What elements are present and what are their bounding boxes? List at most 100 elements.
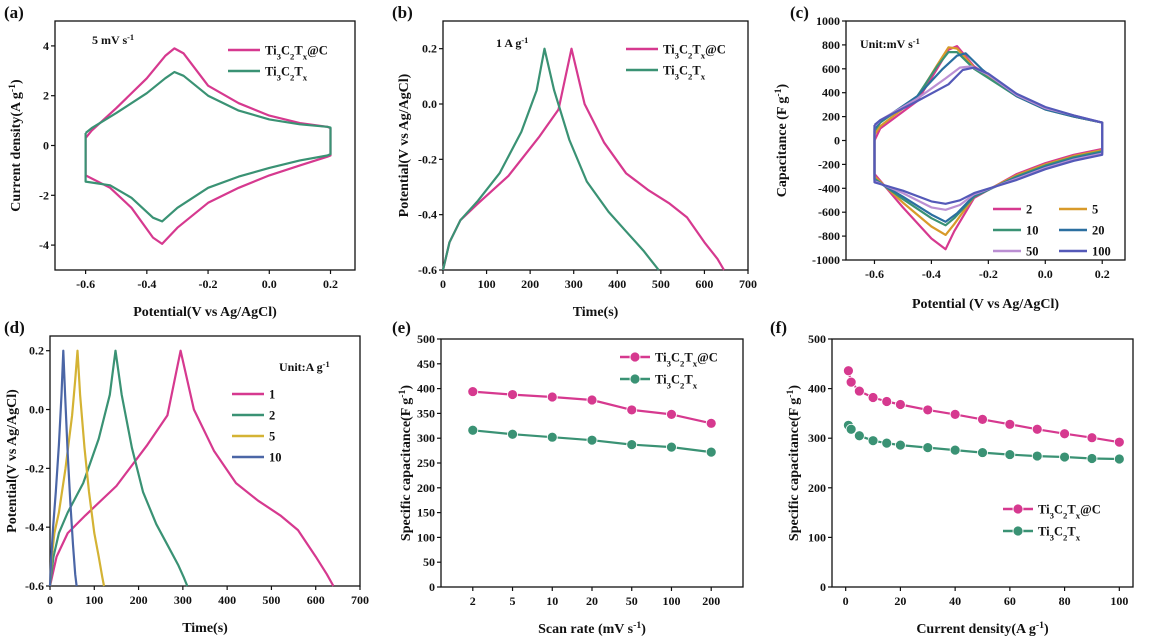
y-axis-label: Current density(A g-1)	[7, 79, 25, 212]
legend-part: T	[294, 65, 303, 79]
legend-label: 5	[269, 430, 275, 444]
y-tick-label: 100	[808, 530, 826, 544]
legend-part: x	[693, 359, 698, 369]
legend-part: x	[303, 73, 308, 83]
unit-exponent: -1	[1036, 620, 1044, 631]
y-tick-label: 250	[417, 456, 435, 470]
panel-b: 0 100 200 300 400 500 600 700 -0.6 -0.4 -0.2 0.0 0.2…	[392, 3, 757, 320]
text-main: Current density(A g	[916, 622, 1036, 637]
legend-label: 5	[1092, 203, 1098, 217]
data-point	[949, 408, 961, 420]
panel-label: (d)	[4, 318, 25, 337]
series-line	[48, 349, 189, 587]
x-tick-label: 20	[894, 594, 906, 608]
legend-part: 2	[688, 51, 692, 61]
x-tick-label: 500	[652, 277, 670, 291]
x-axis-label: Time(s)	[182, 621, 228, 636]
x-axis-label: Potential (V vs Ag/AgCl)	[912, 297, 1059, 312]
legend-label: Ti3C2Tx	[1038, 525, 1081, 543]
x-tick-label: 100	[1110, 594, 1128, 608]
text-close: )	[399, 385, 414, 390]
legend-part: x	[303, 52, 308, 62]
plot-frame	[831, 338, 1134, 588]
text-main: Unit:mV s	[860, 37, 913, 51]
panel-f: 0 20 40 60 80 100 0 100 200 300 400 500 Current dens…	[770, 318, 1134, 638]
legend-part: Ti	[655, 351, 667, 365]
x-tick-label: 200	[521, 277, 539, 291]
legend-part: T	[1067, 503, 1076, 517]
legend-label: 100	[1092, 245, 1111, 259]
x-tick-label: 200	[702, 594, 720, 608]
data-point	[1031, 450, 1043, 462]
x-tick-label: 300	[565, 277, 583, 291]
text-close: )	[1044, 622, 1049, 637]
panel-annotation: 5 mV s-1	[92, 33, 134, 48]
panel-e: 2 5 10 20 50 100 200 0 50 100 150 200 250 300 350 400 45…	[392, 318, 744, 637]
data-point	[1059, 428, 1070, 440]
y-tick-label: 450	[417, 357, 435, 371]
y-tick-label: 2	[43, 89, 49, 103]
data-point	[507, 389, 518, 400]
y-tick-label: 200	[417, 481, 435, 495]
panel-label: (b)	[392, 3, 413, 22]
y-tick-label: -0.6	[418, 263, 437, 277]
legend-label: 2	[1026, 203, 1032, 217]
y-tick-label: 300	[417, 431, 435, 445]
y-tick-label: 0	[43, 139, 49, 153]
text-main: 5 mV s	[92, 33, 127, 47]
text-main: Capacitance (F g	[775, 97, 790, 198]
data-point	[467, 424, 479, 436]
panel-c: -0.6 -0.4 -0.2 0.0 0.2 -1000 -800 -600 -400 -200 0…	[773, 3, 1126, 312]
legend-label: Ti3C2Tx@C	[663, 43, 726, 61]
x-tick-label: 20	[586, 594, 598, 608]
legend-part: C	[671, 351, 680, 365]
x-tick-label: 0.0	[1038, 267, 1053, 281]
y-tick-label: -0.2	[25, 461, 44, 475]
x-tick-label: -0.4	[137, 277, 156, 291]
legend-label: 1	[269, 388, 275, 402]
x-tick-label: -0.2	[199, 277, 218, 291]
x-tick-label: 10	[546, 594, 558, 608]
text-main: Specific capacitance(F g	[787, 398, 802, 541]
data-point	[546, 391, 558, 403]
series-line	[441, 47, 660, 271]
panel-label: (c)	[790, 3, 809, 22]
legend-part: @C	[307, 44, 328, 58]
x-tick-label: 60	[1004, 594, 1016, 608]
text-close: )	[787, 385, 802, 390]
text-close: )	[775, 83, 790, 88]
data-point	[845, 423, 857, 435]
data-point	[705, 446, 717, 458]
y-axis-label: Specific capacitance(F g-1)	[397, 385, 415, 542]
data-point	[1059, 451, 1070, 463]
data-point	[1031, 423, 1043, 435]
legend-label: 50	[1026, 245, 1039, 259]
data-point	[895, 439, 906, 451]
series-line	[873, 66, 1104, 205]
legend-label: Ti3C2Tx	[265, 65, 308, 83]
y-tick-label: 100	[417, 530, 435, 544]
panel-annotation: 1 A g-1	[496, 36, 528, 51]
y-tick-label: 500	[417, 332, 435, 346]
legend-part: T	[1067, 525, 1076, 539]
legend-part: C	[281, 44, 290, 58]
legend-part: 3	[667, 359, 672, 369]
x-tick-label: 300	[174, 593, 192, 607]
y-axis-label: Potential(V vs Ag/AgCl)	[5, 389, 20, 533]
unit-exponent: -1	[127, 33, 134, 42]
y-tick-label: 4	[43, 39, 49, 53]
legend-part: C	[1054, 525, 1063, 539]
y-tick-label: 0	[429, 580, 435, 594]
y-tick-label: 50	[423, 555, 435, 569]
legend-part: x	[693, 381, 698, 391]
y-tick-label: -600	[818, 205, 840, 219]
legend-part: T	[692, 64, 701, 78]
legend-part: Ti	[265, 44, 277, 58]
legend-part: T	[294, 44, 303, 58]
x-axis-label: Current density(A g-1)	[916, 620, 1049, 638]
y-axis-label: Potential(V vs Ag/AgCl)	[397, 73, 412, 217]
panel-a: -0.6 -0.4 -0.2 0.0 0.2 -4 -2 0 2 4 Potential(V vs …	[4, 3, 356, 320]
legend-part: 3	[277, 52, 282, 62]
data-point	[586, 394, 598, 406]
legend-part: 3	[1050, 511, 1055, 521]
